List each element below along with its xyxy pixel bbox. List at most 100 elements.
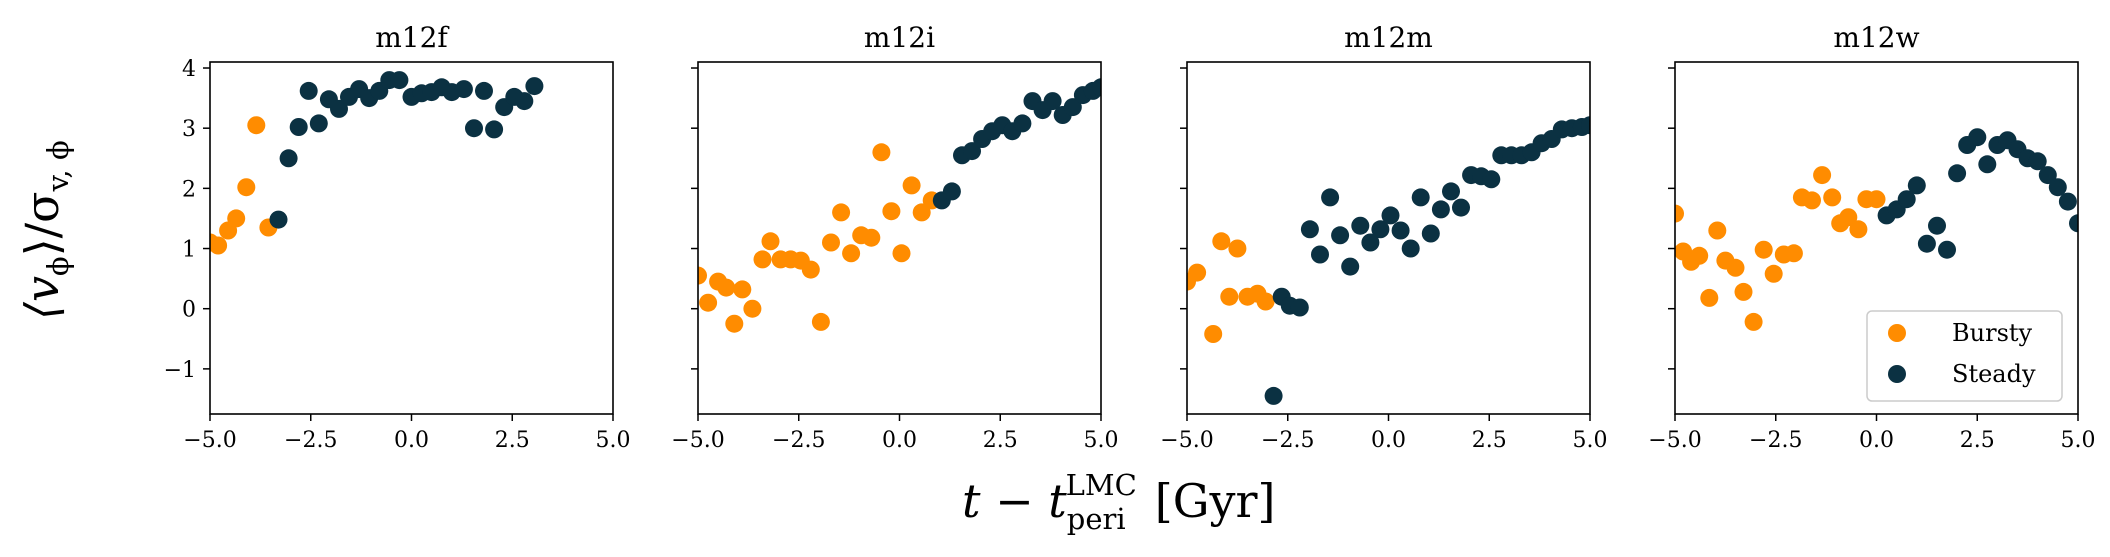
data-point-steady [309,114,328,133]
data-point-bursty [717,278,736,297]
data-point-bursty [1700,288,1719,307]
legend-marker-bursty [1888,324,1906,342]
axes-frame [209,61,614,415]
data-point-steady [1092,78,1101,97]
data-point-bursty [912,203,931,222]
data-point-bursty [1690,246,1709,265]
data-point-steady [269,210,288,229]
data-point-bursty [1708,221,1727,240]
data-point-bursty [1744,312,1763,331]
data-point-steady [942,182,961,201]
points-m12m [1187,116,1590,405]
panel-title: m12w [1833,21,1919,54]
x-tick-label: 5.0 [1573,428,1608,453]
data-point-steady [289,118,308,136]
data-point-steady [1897,190,1916,209]
data-point-steady [2028,152,2047,171]
data-point-steady [1581,116,1590,135]
data-point-steady [299,81,318,100]
data-point-steady [1371,220,1390,239]
data-point-steady [1063,98,1082,117]
data-point-bursty [1849,220,1868,239]
x-tick-label: 0.0 [1371,428,1406,453]
panel-title: m12m [1344,21,1433,54]
data-point-bursty [733,280,752,299]
x-tick-label: 2.5 [495,428,530,453]
data-point-bursty [237,178,256,197]
data-point-steady [1411,188,1430,207]
data-point-bursty [1784,244,1803,263]
data-point-steady [465,119,483,138]
axes-frame [1186,61,1591,415]
panels: −5.0 −2.5 0.0 2.5 5.0 −1 0 1 2 3 4 m12f −5.0 −2.5 0.0 2… [164,21,2096,453]
y-tick-label: 1 [182,238,196,263]
data-point-bursty [698,266,707,285]
data-point-bursty [1867,190,1886,209]
data-point-steady [1928,216,1946,235]
data-point-bursty [1726,258,1745,277]
data-point-bursty [761,232,780,251]
x-tick-label: 2.5 [983,428,1018,453]
data-point-bursty [902,176,921,195]
y-tick-label: 0 [182,298,196,323]
x-tick-label: −5.0 [671,428,724,453]
x-tick-label: 2.5 [1472,428,1507,453]
data-point-steady [1381,206,1400,225]
panel-title: m12i [864,21,935,54]
data-point-steady [2069,214,2078,233]
data-point-steady [1264,386,1283,405]
data-point-bursty [882,202,901,221]
data-point-steady [1290,298,1309,317]
data-point-steady [1401,239,1420,258]
data-point-bursty [1764,264,1783,283]
data-point-steady [1907,176,1926,195]
data-point-steady [279,149,298,168]
data-point-steady [485,120,504,139]
data-point-steady [1917,234,1936,253]
data-point-bursty [872,143,891,162]
data-point-steady [454,80,473,99]
x-tick-label: −2.5 [1749,428,1802,453]
y-axis-label-sub2: v, ϕ [41,140,75,192]
data-point-steady [390,71,409,90]
x-tick-label: 5.0 [1084,428,1119,453]
y-axis-label-main: ⟨v [15,276,69,320]
data-point-bursty [822,233,840,252]
legend-frame [1866,310,2063,402]
data-point-steady [1361,233,1380,252]
data-point-steady [1421,224,1440,243]
data-point-steady [475,81,493,100]
data-point-bursty [247,116,266,135]
data-point-steady [1013,114,1032,133]
points-m12f [210,71,544,255]
panel-m12f: −5.0 −2.5 0.0 2.5 5.0 −1 0 1 2 3 4 m12f [164,21,631,453]
data-point-steady [1442,182,1460,201]
data-point-steady [1431,200,1450,219]
data-point-steady [1452,198,1470,217]
data-point-bursty [1228,239,1247,258]
data-point-bursty [832,203,851,222]
x-tick-label: 5.0 [596,428,631,453]
y-axis-label-mid: ⟩/σ [15,191,69,256]
data-point-steady [2038,166,2057,185]
x-tick-label: −5.0 [1160,428,1213,453]
x-tick-label: −5.0 [1648,428,1701,453]
x-tick-label: 0.0 [1859,428,1894,453]
y-tick-label: −1 [164,358,196,383]
data-point-steady [1351,216,1370,235]
x-tick-label: −2.5 [1261,428,1314,453]
data-point-bursty [1754,240,1773,259]
data-point-bursty [811,312,830,331]
data-point-bursty [699,293,718,312]
data-point-bursty [1813,166,1832,185]
y-tick-label: 3 [182,117,196,142]
data-point-steady [1482,170,1501,189]
data-point-steady [1948,164,1967,183]
legend-label-bursty: Bursty [1952,319,2033,347]
y-axis-label-sub1: ϕ [41,256,75,276]
data-point-steady [1321,188,1340,207]
data-point-steady [525,77,544,96]
points-m12w [1675,128,2078,331]
y-tick-label: 4 [182,57,196,82]
